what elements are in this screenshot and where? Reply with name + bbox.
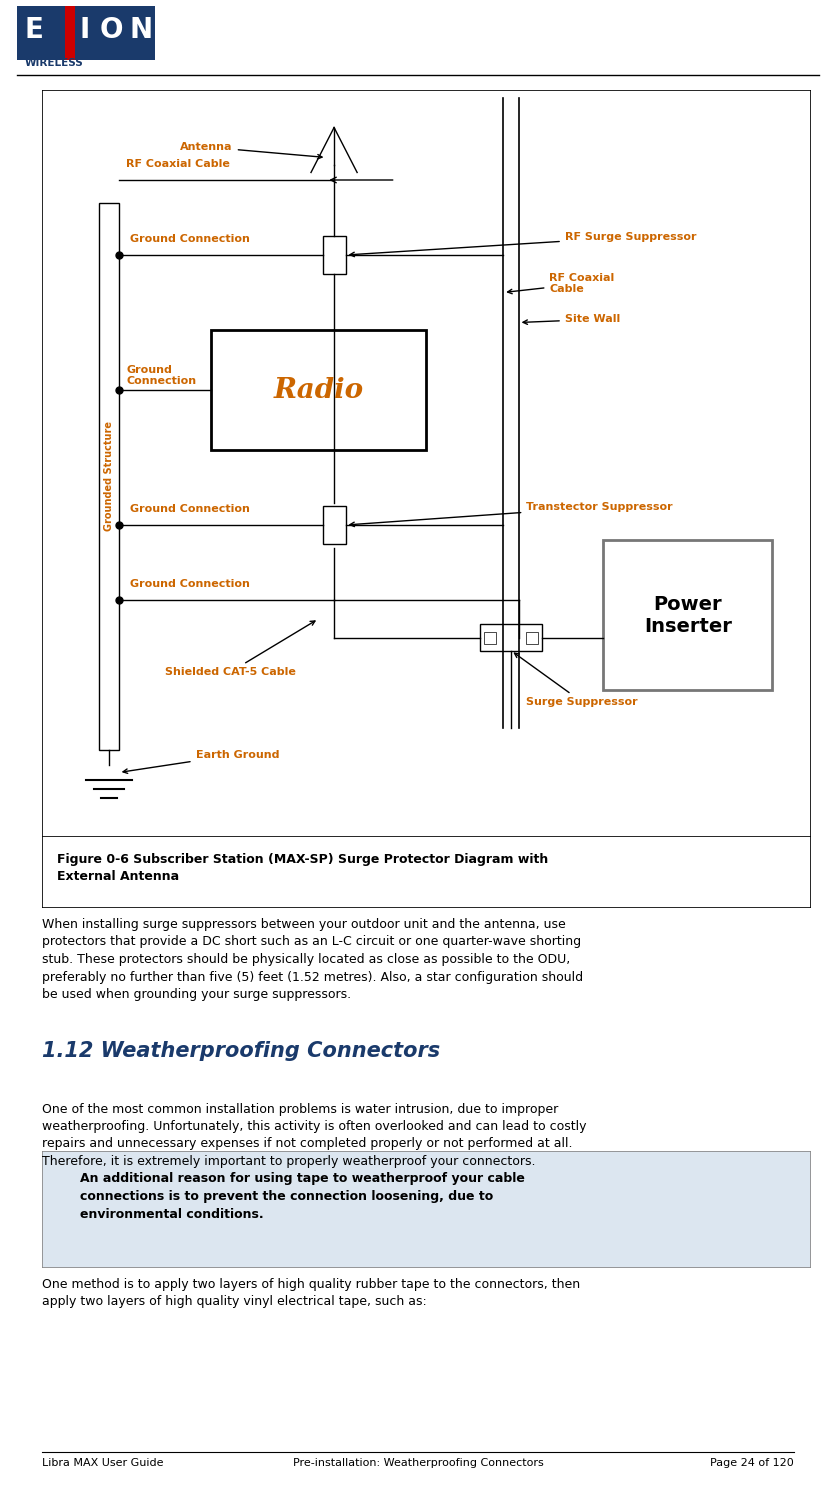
Bar xyxy=(484,632,496,644)
Bar xyxy=(99,202,119,750)
Text: RF Surge Suppressor: RF Surge Suppressor xyxy=(350,232,696,256)
Text: 1.12 Weatherproofing Connectors: 1.12 Weatherproofing Connectors xyxy=(42,1041,440,1060)
Text: I: I xyxy=(80,16,90,44)
Text: Ground Connection: Ground Connection xyxy=(130,579,250,590)
Text: Antenna: Antenna xyxy=(181,142,322,159)
Bar xyxy=(527,632,538,644)
Text: Ground
Connection: Ground Connection xyxy=(126,364,196,387)
Text: E: E xyxy=(24,16,43,44)
Text: Earth Ground: Earth Ground xyxy=(123,750,279,774)
Text: One method is to apply two layers of high quality rubber tape to the connectors,: One method is to apply two layers of hig… xyxy=(42,1278,580,1308)
Text: RF Coaxial
Cable: RF Coaxial Cable xyxy=(507,273,614,294)
Bar xyxy=(323,507,345,544)
Text: WIRELESS: WIRELESS xyxy=(24,57,83,68)
Text: Page 24 of 120: Page 24 of 120 xyxy=(711,1458,794,1468)
Text: Site Wall: Site Wall xyxy=(523,315,620,324)
Text: Surge Suppressor: Surge Suppressor xyxy=(514,652,638,706)
Text: Grounded Structure: Grounded Structure xyxy=(104,422,114,531)
Text: Figure 0-6 Subscriber Station (MAX-SP) Surge Protector Diagram with
External Ant: Figure 0-6 Subscriber Station (MAX-SP) S… xyxy=(57,853,548,883)
Text: O: O xyxy=(99,16,123,44)
Bar xyxy=(480,624,542,651)
Bar xyxy=(17,6,155,60)
Text: N: N xyxy=(130,16,153,44)
Bar xyxy=(65,6,75,60)
Text: Ground Connection: Ground Connection xyxy=(130,234,250,243)
Text: Transtector Suppressor: Transtector Suppressor xyxy=(350,503,673,526)
Bar xyxy=(211,330,426,450)
Text: Power
Inserter: Power Inserter xyxy=(644,594,732,636)
Text: Libra MAX User Guide: Libra MAX User Guide xyxy=(42,1458,163,1468)
Text: Shielded CAT-5 Cable: Shielded CAT-5 Cable xyxy=(165,621,315,676)
Text: An additional reason for using tape to weatherproof your cable
connections is to: An additional reason for using tape to w… xyxy=(80,1172,525,1221)
Text: RF Coaxial Cable: RF Coaxial Cable xyxy=(126,159,230,170)
Bar xyxy=(604,540,772,690)
Text: One of the most common installation problems is water intrusion, due to improper: One of the most common installation prob… xyxy=(42,1102,586,1168)
Text: Pre-installation: Weatherproofing Connectors: Pre-installation: Weatherproofing Connec… xyxy=(293,1458,543,1468)
Text: Ground Connection: Ground Connection xyxy=(130,504,250,513)
Bar xyxy=(323,236,345,273)
Text: Radio: Radio xyxy=(273,376,364,404)
Text: When installing surge suppressors between your outdoor unit and the antenna, use: When installing surge suppressors betwee… xyxy=(42,918,583,1001)
